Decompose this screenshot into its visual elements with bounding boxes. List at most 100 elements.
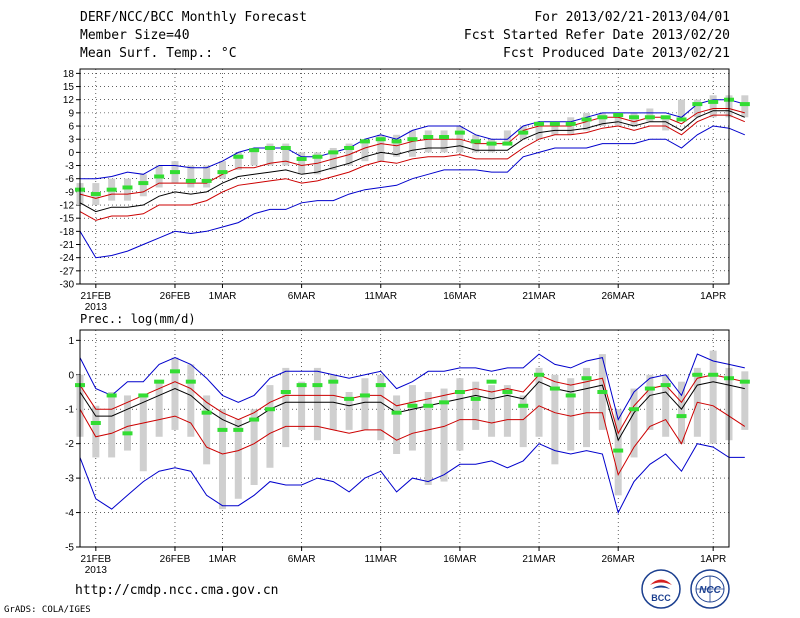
ncc-logo-text: NCC [699,585,721,596]
spread-bar [535,121,543,140]
x-tick-sublabel: 2013 [85,565,108,576]
spread-bar [488,139,496,153]
observed-marker [692,372,703,377]
observed-marker [122,431,133,436]
observed-marker [233,427,244,432]
observed-marker [154,379,165,384]
observed-marker [375,383,386,388]
spread-bar [298,152,306,175]
x-tick-label: 26FEB [160,554,191,565]
observed-marker [708,372,719,377]
source-url[interactable]: http://cmdp.ncc.cma.gov.cn [75,583,279,598]
spread-bar [377,374,385,441]
observed-marker [597,115,608,120]
observed-marker [549,386,560,391]
x-tick-label: 21MAR [522,554,555,565]
spread-bar [345,392,353,430]
observed-marker [185,379,196,384]
y-tick-label: 6 [68,122,74,133]
spread-bar [155,381,163,437]
spread-bar [519,395,527,448]
y-tick-label: -18 [60,227,75,238]
observed-marker [581,376,592,381]
observed-marker [502,390,513,394]
y-tick-label: -5 [65,543,74,554]
x-tick-label: 6MAR [288,291,316,302]
outer-low-line [79,125,745,259]
grads-credit: GrADS: COLA/IGES [4,605,91,615]
observed-marker [217,170,228,175]
spread-bar [678,381,686,444]
spread-bar [567,378,575,451]
observed-marker [391,410,402,415]
spread-bar [630,388,638,458]
observed-marker [201,178,212,183]
spread-bar [92,405,100,458]
observed-marker [629,115,640,120]
observed-marker [249,148,260,153]
y-tick-label: 12 [63,95,75,106]
observed-marker [296,156,307,161]
observed-marker [264,145,275,150]
spread-bar [298,381,306,430]
observed-marker [423,403,434,408]
observed-marker [328,150,339,155]
spread-bar [203,395,211,465]
x-tick-label: 11MAR [364,291,397,302]
spread-bar [266,143,274,166]
spread-bar [646,374,654,430]
observed-marker [739,102,750,107]
spread-bar [693,99,701,118]
member-size: Member Size=40 [80,28,190,43]
x-tick-label: 1MAR [209,291,237,302]
observed-marker [344,396,355,401]
observed-marker [217,427,228,432]
spread-bar [408,130,416,157]
observed-marker [549,121,560,126]
observed-marker [613,448,624,453]
spread-bar [377,134,385,162]
observed-marker [454,390,465,394]
spread-bar [108,392,116,458]
observed-marker [439,135,450,140]
observed-marker [328,379,339,384]
observed-marker [629,407,640,412]
observed-marker [106,187,117,192]
y-tick-label: -4 [65,508,74,519]
y-tick-label: 0 [68,370,74,381]
spread-bar [218,161,226,179]
observed-marker [407,137,418,142]
bcc-logo: BCC [641,569,681,609]
plot-frame [79,329,730,548]
outer-low-line [79,443,745,514]
observed-marker [122,185,133,190]
y-tick-label: -24 [60,253,75,264]
x-tick-label: 6MAR [288,554,316,565]
spread-bar [741,95,749,118]
observed-marker [407,403,418,408]
observed-marker [359,393,370,398]
ncc-logo: NCC [690,569,730,609]
y-tick-label: -12 [60,201,75,212]
spread-bar [408,385,416,451]
spread-bar [218,409,226,510]
spread-bar [662,374,670,437]
outer-high-line [79,353,745,421]
observed-marker [470,396,481,401]
spread-bar [187,165,195,188]
chart-title: DERF/NCC/BCC Monthly Forecast [80,10,307,25]
spread-bar [598,112,606,127]
observed-marker [90,192,101,197]
spread-bar [282,143,290,166]
spread-bar [551,121,559,135]
observed-marker [676,414,687,419]
spread-bar [551,374,559,465]
observed-marker [312,154,323,159]
observed-marker [359,139,370,144]
observed-marker [739,379,750,384]
observed-marker [201,410,212,415]
y-tick-label: 18 [63,69,75,80]
y-tick-label: -15 [60,214,75,225]
spread-bar [187,364,195,437]
